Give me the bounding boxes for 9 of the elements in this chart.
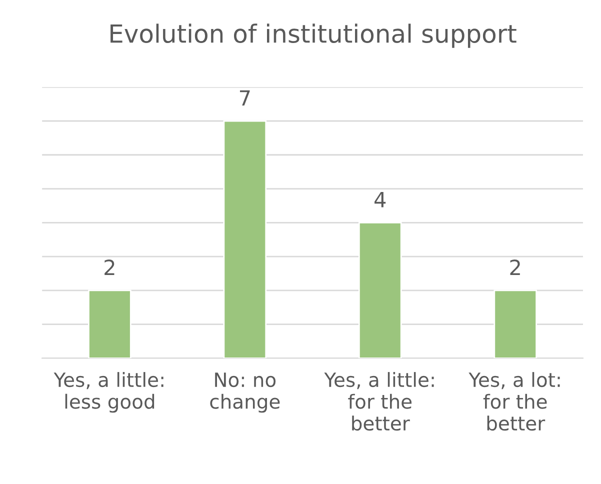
chart-title: Evolution of institutional support	[110, 24, 516, 48]
data-label: 2	[104, 259, 114, 275]
data-label: 4	[374, 192, 386, 208]
data-label: 2	[510, 259, 520, 275]
x-tick-label: Yes, a little: for the better	[324, 372, 434, 431]
x-tick-label: Yes, a lot: for the better	[468, 372, 560, 431]
x-tick-label: No: no change	[210, 372, 280, 413]
data-label: 7	[240, 90, 250, 106]
x-tick-label: Yes, a little: less good	[54, 372, 164, 413]
